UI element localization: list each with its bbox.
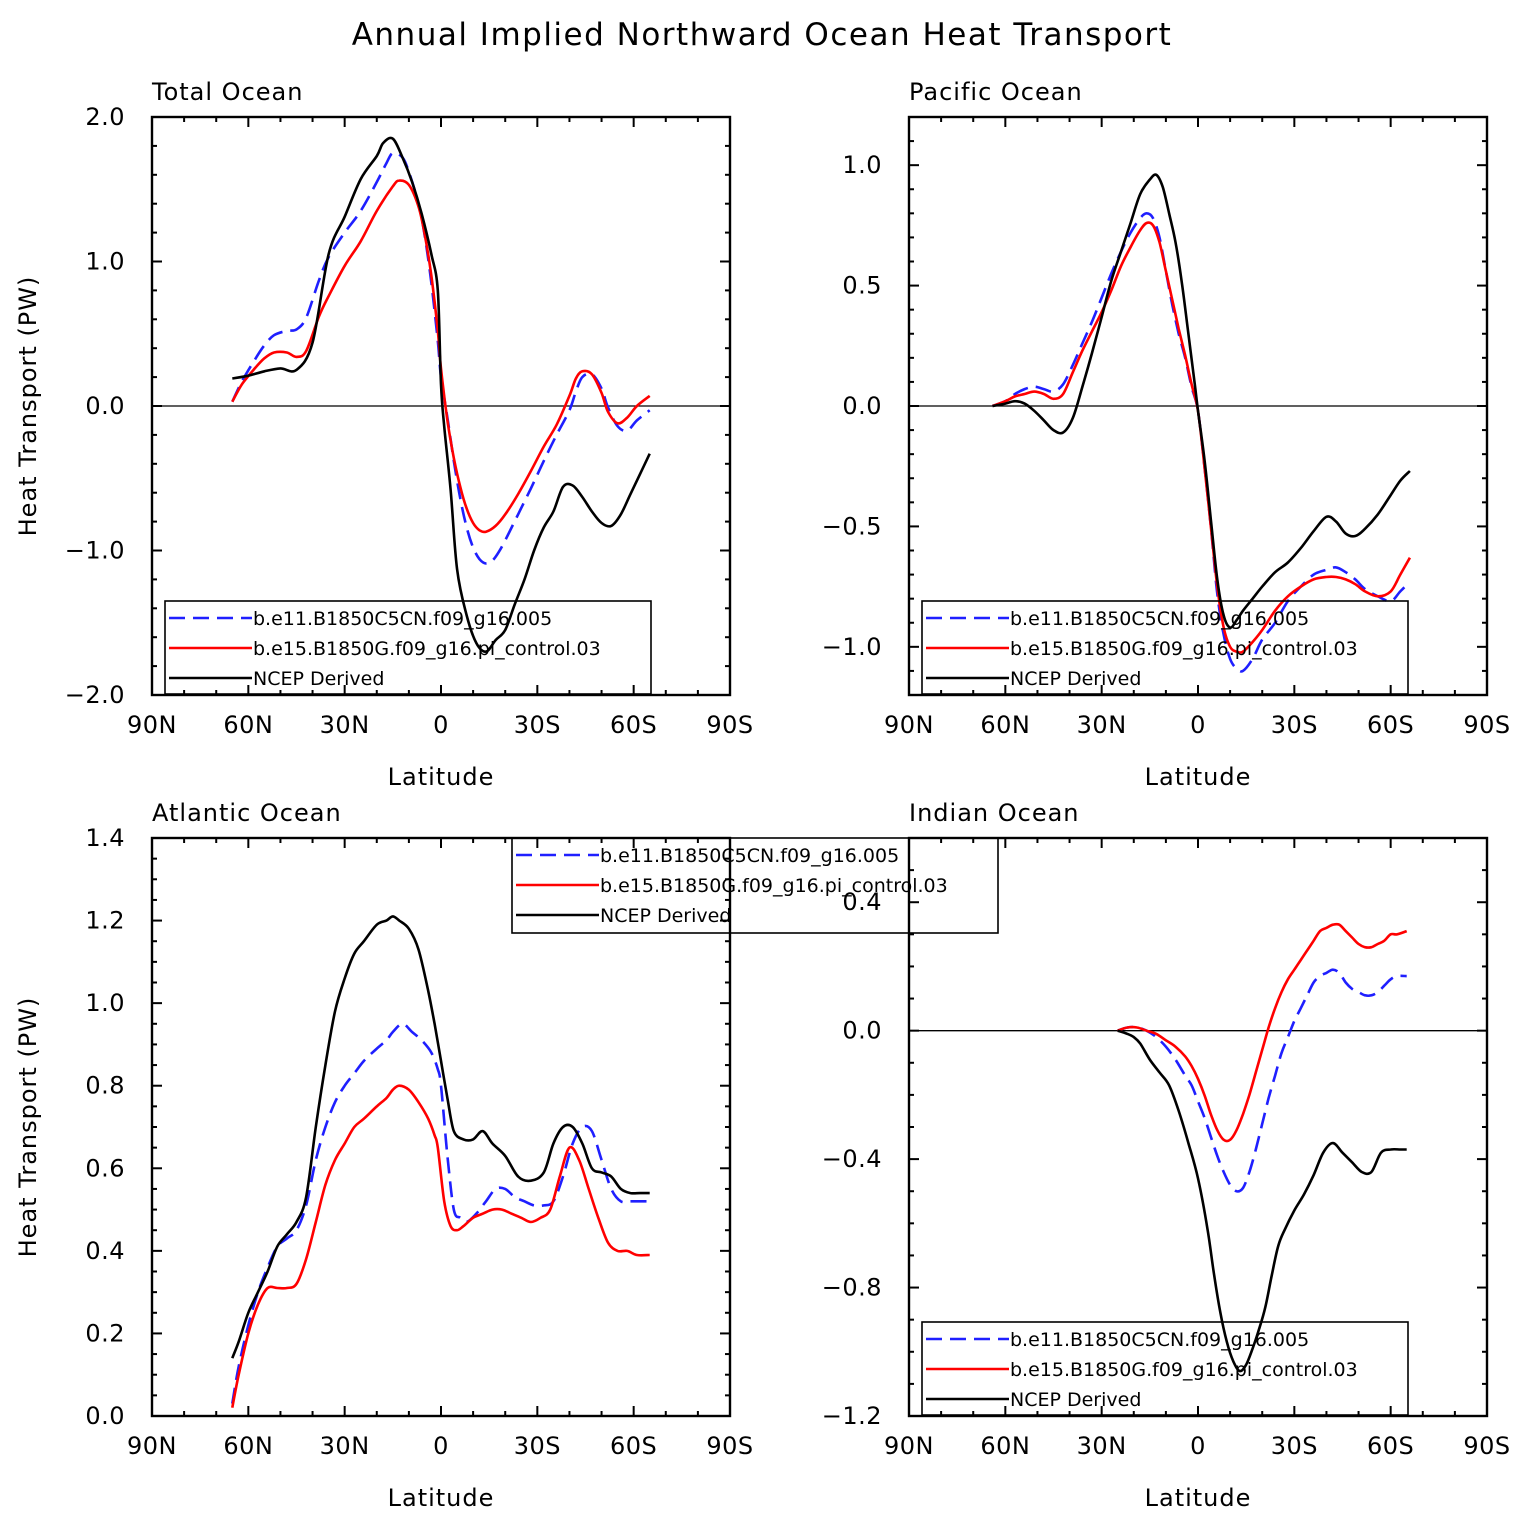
legend: b.e11.B1850C5CN.f09_g16.005 b.e15.B1850G.… [921, 1321, 1409, 1416]
legend-label: NCEP Derived [1010, 668, 1141, 690]
main-title: Annual Implied Northward Ocean Heat Tran… [352, 17, 1173, 53]
x-axis-title: Latitude [388, 763, 495, 791]
y-tick-label: 1.4 [85, 824, 125, 852]
x-tick-label: 90S [1463, 1432, 1510, 1460]
y-tick-label: 0.8 [85, 1072, 125, 1100]
legend: b.e11.B1850C5CN.f09_g16.005 b.e15.B1850G.… [921, 600, 1409, 695]
y-tick-label: 0.4 [842, 888, 882, 916]
x-tick-label: 90S [1463, 711, 1510, 739]
x-tick-label: 30S [1271, 711, 1318, 739]
x-tick-label: 60S [610, 711, 657, 739]
y-tick-label: −0.8 [822, 1274, 882, 1302]
panel-title: Indian Ocean [909, 799, 1080, 827]
y-tick-label: 1.0 [85, 989, 125, 1017]
y-tick-label: −2.0 [65, 681, 125, 709]
legend-label: NCEP Derived [1010, 1389, 1141, 1411]
y-tick-label: 1.0 [842, 151, 882, 179]
y-tick-label: −1.2 [822, 1402, 882, 1430]
series-line-3 [232, 136, 651, 653]
y-tick-label: 2.0 [85, 103, 125, 131]
legend-box [511, 837, 999, 934]
y-tick-label: 0.0 [85, 392, 125, 420]
legend-label: NCEP Derived [253, 668, 384, 690]
legend-label: NCEP Derived [600, 905, 731, 927]
y-tick-label: 0.5 [842, 272, 882, 300]
x-tick-label: 30N [1077, 1432, 1127, 1460]
legend-box [921, 1321, 1409, 1416]
series-line-2 [231, 1084, 650, 1408]
x-tick-label: 90N [127, 711, 177, 739]
legend-label: b.e15.B1850G.f09_g16.pi_control.03 [600, 875, 948, 897]
y-tick-label: 1.2 [85, 907, 125, 935]
y-tick-label: 0.2 [85, 1319, 125, 1347]
y-tick-label: 0.0 [842, 1017, 882, 1045]
panel-title: Atlantic Ocean [152, 799, 342, 827]
x-tick-label: 0 [1190, 1432, 1206, 1460]
y-tick-label: −1.0 [822, 633, 882, 661]
series-line-3 [1117, 1029, 1407, 1373]
x-axis-title: Latitude [1145, 763, 1252, 791]
x-tick-label: 30S [514, 1432, 561, 1460]
series-line-3 [231, 915, 650, 1359]
x-tick-label: 60S [1367, 1432, 1414, 1460]
panel-indian-ocean: Indian Ocean 90N 60N 30N 0 30S 60S 90S −1.2 −0.8 −… [822, 799, 1510, 1512]
series-line-2 [231, 179, 651, 534]
panel-pacific-ocean: Pacific Ocean 90N 60N 30N 0 30S 60S 90S −1.0 −0.5… [822, 78, 1510, 791]
x-tick-label: 30N [1077, 711, 1127, 739]
y-axis-title: Heat Transport (PW) [14, 276, 42, 537]
legend-label: b.e11.B1850C5CN.f09_g16.005 [1010, 608, 1309, 630]
panel-atlantic-ocean: Atlantic Ocean 90N 60N 30N 0 30S 60S 90S 0.0 0.2 0… [14, 799, 999, 1512]
legend: b.e11.B1850C5CN.f09_g16.005 b.e15.B1850G.… [164, 600, 652, 695]
legend-label: b.e11.B1850C5CN.f09_g16.005 [600, 845, 899, 867]
x-tick-label: 60N [223, 711, 273, 739]
series-line-1 [231, 1022, 650, 1404]
y-tick-label: 1.0 [85, 248, 125, 276]
x-tick-label: 0 [1190, 711, 1206, 739]
x-tick-label: 60S [610, 1432, 657, 1460]
y-tick-label: −1.0 [65, 537, 125, 565]
y-axis-title: Heat Transport (PW) [14, 997, 42, 1258]
y-tick-label: 0.6 [85, 1154, 125, 1182]
panels: Total Ocean 90N 60N 30N 0 30S 60S 90S −2.0 −1.0 0.… [14, 78, 1510, 1512]
legend-label: b.e11.B1850C5CN.f09_g16.005 [253, 608, 552, 630]
x-tick-label: 30N [320, 1432, 370, 1460]
y-tick-label: 0.0 [85, 1402, 125, 1430]
x-tick-label: 90N [884, 1432, 934, 1460]
x-tick-label: 90N [884, 711, 934, 739]
y-tick-label: −0.4 [822, 1145, 882, 1173]
y-tick-label: 0.4 [85, 1237, 125, 1265]
x-tick-label: 90S [706, 711, 753, 739]
panel-title: Total Ocean [151, 78, 303, 106]
legend-label: b.e15.B1850G.f09_g16.pi_control.03 [253, 638, 601, 660]
x-tick-label: 30S [1271, 1432, 1318, 1460]
x-tick-label: 30S [514, 711, 561, 739]
legend-box [921, 600, 1409, 695]
x-tick-label: 0 [433, 1432, 449, 1460]
x-tick-label: 60S [1367, 711, 1414, 739]
x-axis-title: Latitude [1145, 1484, 1252, 1512]
series-line-3 [992, 173, 1411, 629]
series-line-2 [1117, 922, 1408, 1143]
panel-total-ocean: Total Ocean 90N 60N 30N 0 30S 60S 90S −2.0 −1.0 0.… [14, 78, 753, 791]
y-tick-label: −0.5 [822, 512, 882, 540]
series-line-2 [992, 221, 1412, 654]
x-tick-label: 60N [223, 1432, 273, 1460]
legend-label: b.e15.B1850G.f09_g16.pi_control.03 [1010, 638, 1358, 660]
y-tick-label: 0.0 [842, 392, 882, 420]
legend-box [164, 600, 652, 695]
x-tick-label: 30N [320, 711, 370, 739]
panel-title: Pacific Ocean [909, 78, 1083, 106]
x-tick-label: 90N [127, 1432, 177, 1460]
x-tick-label: 90S [706, 1432, 753, 1460]
x-axis-title: Latitude [388, 1484, 495, 1512]
legend-label: b.e11.B1850C5CN.f09_g16.005 [1010, 1329, 1309, 1351]
x-tick-label: 60N [980, 711, 1030, 739]
legend: b.e11.B1850C5CN.f09_g16.005 b.e15.B1850G.… [511, 837, 999, 934]
series-line-1 [1117, 968, 1407, 1193]
x-tick-label: 60N [980, 1432, 1030, 1460]
x-tick-label: 0 [433, 711, 449, 739]
legend-label: b.e15.B1850G.f09_g16.pi_control.03 [1010, 1359, 1358, 1381]
